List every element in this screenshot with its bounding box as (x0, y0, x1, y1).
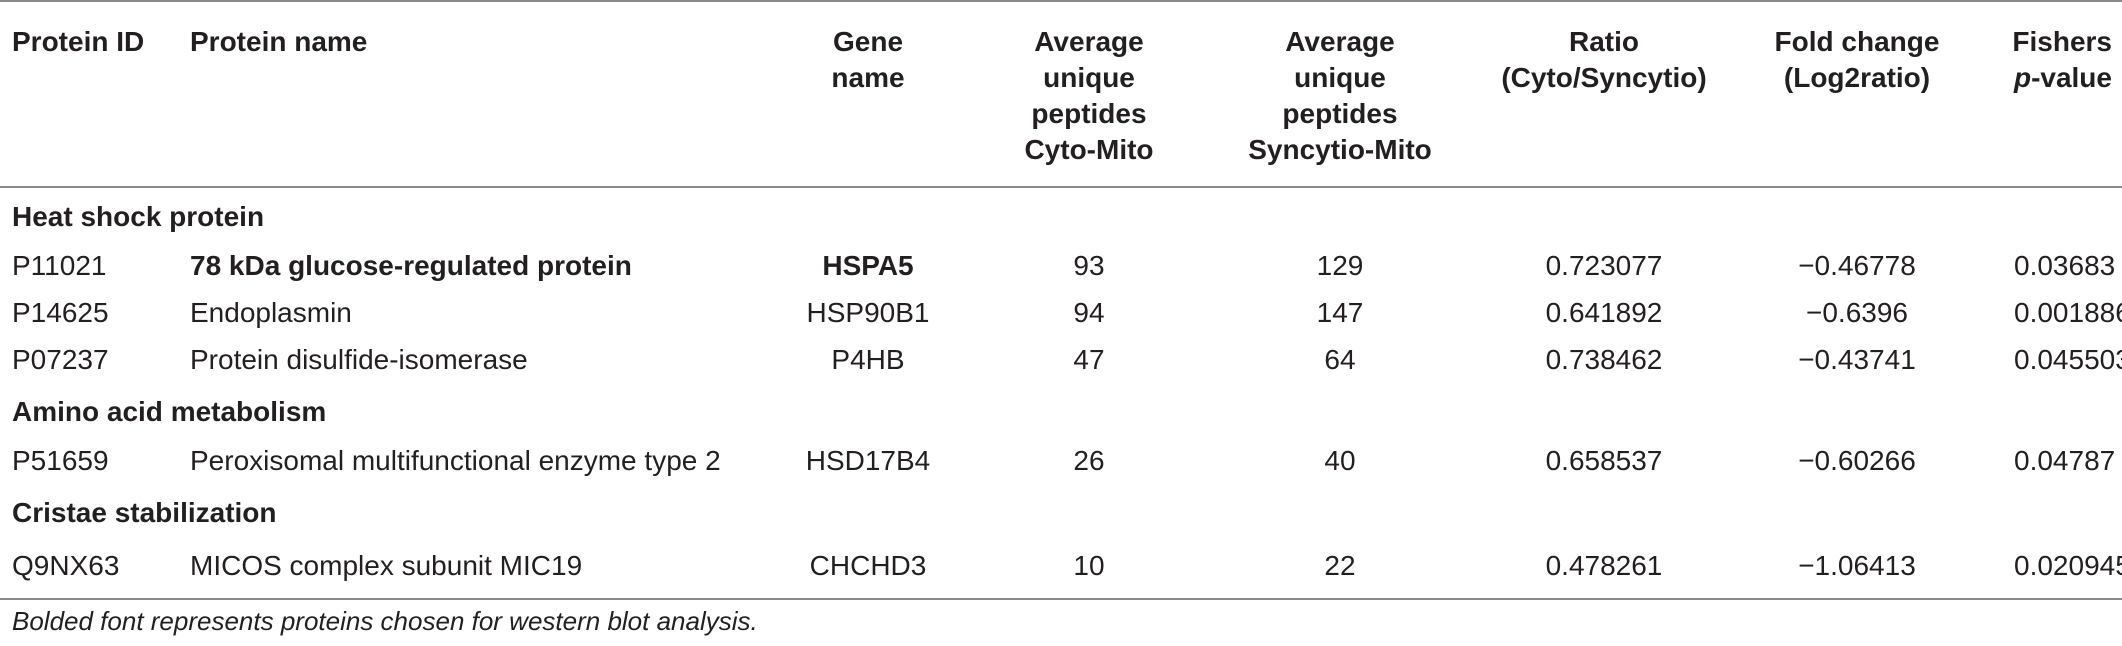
table-row: P51659 Peroxisomal multifunctional enzyme… (0, 437, 2122, 484)
protein-table-container: Protein ID Protein name Gene name Averag… (0, 1, 2122, 599)
header-avg-cyto-line-4: Cyto-Mito (1024, 134, 1154, 165)
cell-fishers: 0.045503 (2014, 343, 2122, 375)
group-header-row: Amino acid metabolism (0, 383, 2122, 437)
header-fishers-suffix: -value (2031, 62, 2112, 93)
group-header-row: Cristae stabilization (0, 484, 2122, 538)
header-avg-sync-line-2: unique (1294, 62, 1386, 93)
cell-fold-change: −0.6396 (1806, 296, 1908, 328)
cell-gene-name: CHCHD3 (809, 550, 927, 581)
cell-ratio: 0.738462 (1545, 343, 1663, 375)
table-body: Heat shock protein P11021 78 kDa glucose-r… (0, 187, 2122, 599)
header-fishers-line-1: Fishers (2012, 26, 2112, 57)
cell-avg-sync: 22 (1324, 550, 1356, 581)
header-fold-change: Fold change (Log2ratio) (1738, 1, 1976, 187)
header-gene-name: Gene name (768, 1, 968, 187)
cell-gene-name: HSD17B4 (805, 444, 931, 476)
cell-protein-id: P51659 (12, 444, 109, 476)
table-row: P07237 Protein disulfide-isomerase P4HB 47 6… (0, 336, 2122, 383)
header-avg-cyto-line-2: unique (1043, 62, 1135, 93)
cell-fold-change: −0.46778 (1798, 249, 1916, 281)
header-fishers: Fishers p-value (1976, 1, 2122, 187)
header-protein-id: Protein ID (0, 1, 178, 187)
header-avg-sync-line-1: Average (1285, 26, 1395, 57)
cell-protein-name: Peroxisomal multifunctional enzyme type … (190, 444, 721, 476)
table-row: P11021 78 kDa glucose-regulated protein HS… (0, 242, 2122, 289)
header-gene-name-line-1: Gene (832, 26, 904, 57)
cell-protein-id: P07237 (12, 343, 109, 375)
cell-avg-cyto: 94 (1073, 296, 1105, 328)
table-row: P14625 Endoplasmin HSP90B1 94 147 0.641892 −0.… (0, 289, 2122, 336)
header-avg-cyto-line-3: peptides (1031, 98, 1147, 129)
cell-avg-cyto: 93 (1073, 249, 1105, 281)
cell-avg-sync: 40 (1324, 444, 1356, 476)
header-protein-name-text: Protein name (190, 26, 368, 57)
cell-fold-change: −0.43741 (1798, 343, 1916, 375)
header-avg-cyto: Average unique peptides Cyto-Mito (968, 1, 1210, 187)
cell-protein-name: Protein disulfide-isomerase (190, 343, 528, 375)
cell-protein-id: P14625 (12, 296, 109, 328)
table-header: Protein ID Protein name Gene name Averag… (0, 1, 2122, 187)
header-gene-name-line-2: name (831, 62, 905, 93)
cell-ratio: 0.658537 (1545, 444, 1663, 476)
cell-avg-sync: 129 (1316, 249, 1364, 281)
group-title: Amino acid metabolism (12, 396, 327, 427)
cell-avg-sync: 64 (1324, 343, 1356, 375)
group-header-row: Heat shock protein (0, 187, 2122, 242)
cell-fishers: 0.03683 (2014, 249, 2116, 281)
header-avg-cyto-line-1: Average (1034, 26, 1144, 57)
cell-ratio: 0.641892 (1545, 296, 1663, 328)
cell-fishers: 0.020945 (2014, 550, 2122, 581)
header-fold-line-2: (Log2ratio) (1783, 62, 1931, 93)
cell-protein-id: Q9NX63 (12, 550, 120, 581)
table-row: Q9NX63 MICOS complex subunit MIC19 CHCHD3 1… (0, 538, 2122, 599)
header-ratio-line-2: (Cyto/Syncytio) (1501, 62, 1707, 93)
cell-fishers: 0.001886 (2014, 296, 2122, 328)
cell-avg-cyto: 10 (1073, 550, 1105, 581)
header-avg-sync: Average unique peptides Syncytio-Mito (1210, 1, 1470, 187)
group-title: Cristae stabilization (12, 497, 277, 528)
cell-protein-id: P11021 (12, 249, 107, 281)
table-footnote: Bolded font represents proteins chosen f… (12, 606, 758, 636)
cell-avg-cyto: 26 (1073, 444, 1105, 476)
header-row: Protein ID Protein name Gene name Averag… (0, 1, 2122, 187)
header-ratio-line-1: Ratio (1569, 26, 1639, 57)
header-protein-name: Protein name (178, 1, 768, 187)
cell-gene-name: P4HB (831, 343, 905, 375)
cell-protein-name: 78 kDa glucose-regulated protein (190, 249, 632, 281)
header-avg-sync-line-3: peptides (1282, 98, 1398, 129)
cell-ratio: 0.478261 (1545, 550, 1663, 581)
cell-fishers: 0.04787 (2014, 444, 2116, 476)
header-protein-id-text: Protein ID (12, 26, 145, 57)
header-fold-line-1: Fold change (1774, 26, 1940, 57)
protein-table: Protein ID Protein name Gene name Averag… (0, 1, 2122, 599)
cell-protein-name: Endoplasmin (190, 296, 352, 328)
header-ratio: Ratio (Cyto/Syncytio) (1470, 1, 1738, 187)
cell-gene-name: HSP90B1 (806, 296, 930, 328)
cell-gene-name: HSPA5 (822, 249, 914, 281)
header-fishers-line-2: p-value (1988, 60, 2112, 96)
cell-fold-change: −1.06413 (1798, 550, 1916, 581)
cell-avg-sync: 147 (1316, 296, 1364, 328)
header-fishers-p: p (2013, 62, 2032, 93)
cell-fold-change: −0.60266 (1798, 444, 1916, 476)
cell-protein-name: MICOS complex subunit MIC19 (190, 550, 583, 581)
cell-avg-cyto: 47 (1073, 343, 1105, 375)
group-title: Heat shock protein (12, 201, 265, 232)
header-avg-sync-line-4: Syncytio-Mito (1248, 134, 1432, 165)
cell-ratio: 0.723077 (1545, 249, 1663, 281)
